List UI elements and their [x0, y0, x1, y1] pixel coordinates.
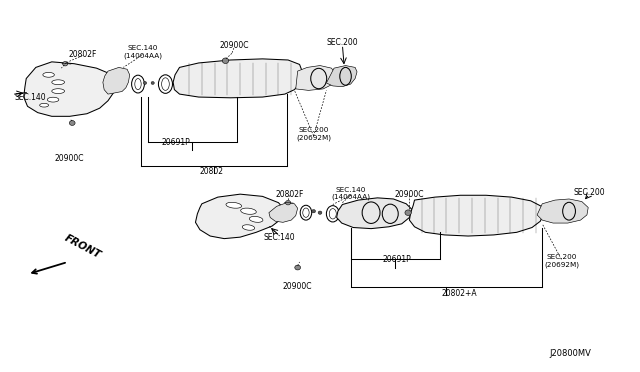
- Ellipse shape: [250, 217, 263, 222]
- Text: SEC.200
(20692M): SEC.200 (20692M): [544, 254, 579, 267]
- Text: 20691P: 20691P: [382, 255, 411, 264]
- Polygon shape: [24, 62, 117, 116]
- Text: 20802F: 20802F: [68, 50, 97, 59]
- Text: FRONT: FRONT: [63, 233, 103, 261]
- Ellipse shape: [312, 209, 316, 213]
- Text: 20802F: 20802F: [275, 190, 303, 199]
- Text: J20800MV: J20800MV: [549, 349, 591, 358]
- Text: SEC.200
(20692M): SEC.200 (20692M): [296, 127, 331, 141]
- Ellipse shape: [52, 80, 65, 85]
- Polygon shape: [537, 199, 588, 223]
- Ellipse shape: [295, 265, 301, 270]
- Text: 20802+A: 20802+A: [442, 289, 477, 298]
- Text: 20900C: 20900C: [395, 190, 424, 199]
- Text: SEC.140: SEC.140: [264, 232, 296, 242]
- Text: SEC.200: SEC.200: [573, 188, 605, 197]
- Polygon shape: [173, 59, 302, 98]
- Ellipse shape: [243, 225, 255, 230]
- Text: 20900C: 20900C: [55, 154, 84, 163]
- Ellipse shape: [318, 211, 322, 214]
- Ellipse shape: [143, 81, 147, 84]
- Ellipse shape: [63, 61, 68, 66]
- Ellipse shape: [43, 73, 54, 77]
- Ellipse shape: [52, 89, 65, 93]
- Ellipse shape: [151, 81, 154, 84]
- Ellipse shape: [405, 210, 412, 215]
- Polygon shape: [195, 194, 285, 238]
- Ellipse shape: [241, 208, 256, 214]
- Text: 20900C: 20900C: [283, 282, 312, 291]
- Text: SEC.140
(14004AA): SEC.140 (14004AA): [331, 187, 370, 200]
- Polygon shape: [337, 198, 413, 229]
- Ellipse shape: [69, 121, 75, 125]
- Polygon shape: [296, 65, 336, 90]
- Ellipse shape: [285, 201, 291, 205]
- Text: SEC.140: SEC.140: [15, 93, 46, 102]
- Polygon shape: [326, 65, 357, 87]
- Polygon shape: [103, 67, 130, 94]
- Text: SEC.140
(14004AA): SEC.140 (14004AA): [123, 45, 162, 58]
- Ellipse shape: [47, 97, 59, 102]
- Text: SEC.200: SEC.200: [326, 38, 358, 47]
- Polygon shape: [410, 195, 543, 236]
- Text: 20900C: 20900C: [219, 41, 248, 51]
- Ellipse shape: [40, 103, 49, 107]
- Ellipse shape: [222, 58, 228, 64]
- Text: 20802: 20802: [200, 167, 223, 176]
- Ellipse shape: [226, 202, 241, 208]
- Polygon shape: [269, 203, 298, 222]
- Text: 20691P: 20691P: [162, 138, 191, 147]
